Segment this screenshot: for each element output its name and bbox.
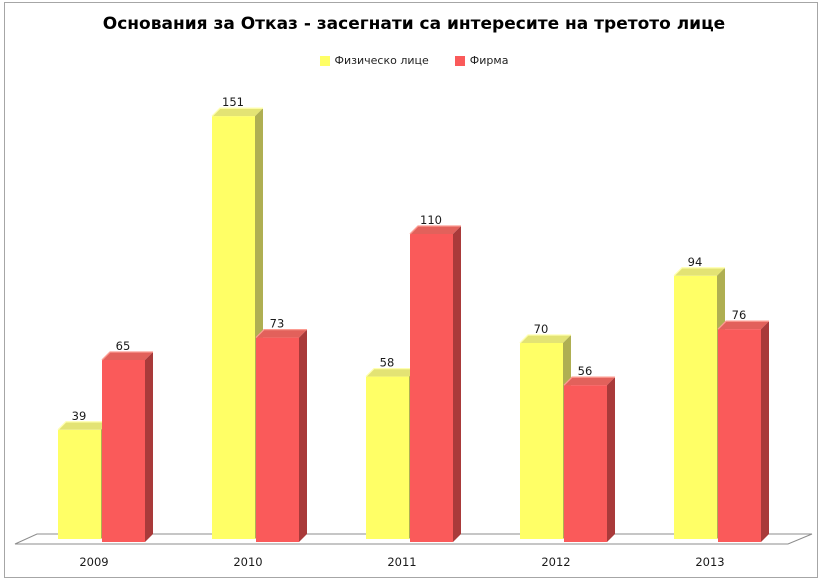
bar-top-Фирма-2013 [718, 321, 769, 330]
bar-front-Физическо лице-2012 [520, 343, 563, 539]
legend-label: Физическо лице [334, 54, 429, 67]
chart-legend: Физическо лице Фирма [0, 54, 828, 67]
category-label-2012: 2012 [541, 555, 570, 569]
bar-top-highlight-Физическо лице-2013 [673, 267, 725, 277]
data-label-Фирма-2012: 56 [578, 364, 593, 378]
legend-swatch-red-icon [454, 55, 465, 66]
legend-label: Фирма [469, 54, 509, 67]
chart-title: Основания за Отказ - засегнати са интере… [102, 14, 726, 34]
category-label-2011: 2011 [387, 555, 416, 569]
bar-side-Фирма-2011 [453, 226, 461, 542]
data-label-Физическо лице-2012: 70 [534, 322, 549, 336]
bar-front-Фирма-2009 [102, 360, 145, 542]
bar-top-Фирма-2012 [564, 377, 615, 386]
data-label-Фирма-2013: 76 [732, 308, 747, 322]
data-label-Физическо лице-2011: 58 [380, 356, 395, 370]
legend-swatch-yellow-icon [319, 55, 330, 66]
category-label-2009: 2009 [79, 555, 108, 569]
bar-top-highlight-Физическо лице-2011 [365, 367, 417, 378]
bar-front-Фирма-2011 [410, 234, 453, 542]
legend-item-individual: Физическо лице [319, 54, 429, 67]
bar-front-Фирма-2012 [564, 385, 607, 542]
bar-front-Физическо лице-2013 [674, 275, 717, 539]
bar-top-highlight-Физическо лице-2010 [211, 107, 263, 117]
bar-top-highlight-Фирма-2009 [101, 351, 153, 361]
bar-top-Фирма-2009 [102, 352, 153, 360]
bar-front-Физическо лице-2010 [212, 116, 255, 539]
bar-top-Фирма-2010 [256, 329, 307, 338]
bar-front-Физическо лице-2009 [58, 429, 101, 539]
bar-front-Фирма-2010 [256, 337, 299, 542]
bar-top-Фирма-2011 [410, 226, 461, 234]
data-label-Физическо лице-2009: 39 [72, 409, 87, 423]
bar-side-Фирма-2010 [299, 329, 307, 542]
category-label-2013: 2013 [695, 555, 724, 569]
bar-front-Фирма-2013 [718, 329, 761, 542]
bar-side-Фирма-2013 [761, 321, 769, 542]
bar-top-highlight-Фирма-2013 [717, 320, 769, 330]
bar-front-Физическо лице-2011 [366, 376, 409, 539]
data-label-Физическо лице-2010: 151 [222, 95, 244, 109]
bar-top-Физическо лице-2010 [212, 108, 263, 117]
data-label-Физическо лице-2013: 94 [688, 255, 703, 269]
bar-top-highlight-Физическо лице-2012 [519, 334, 571, 344]
bar-top-Физическо лице-2009 [58, 421, 109, 430]
data-label-Фирма-2009: 65 [116, 339, 131, 353]
bar-top-highlight-Фирма-2011 [409, 225, 461, 235]
bar-top-highlight-Фирма-2010 [255, 328, 307, 339]
bar-side-Фирма-2012 [607, 377, 615, 542]
bar-top-highlight-Фирма-2012 [563, 376, 615, 386]
bar-top-Физическо лице-2012 [520, 335, 571, 343]
bar-top-highlight-Физическо лице-2009 [57, 421, 109, 431]
bar-top-Физическо лице-2013 [674, 267, 725, 276]
category-label-2010: 2010 [233, 555, 262, 569]
legend-item-company: Фирма [454, 54, 509, 67]
data-label-Фирма-2011: 110 [420, 213, 442, 227]
data-label-Фирма-2010: 73 [270, 317, 285, 331]
bar-top-Физическо лице-2011 [366, 368, 417, 377]
bar-side-Фирма-2009 [145, 352, 153, 542]
